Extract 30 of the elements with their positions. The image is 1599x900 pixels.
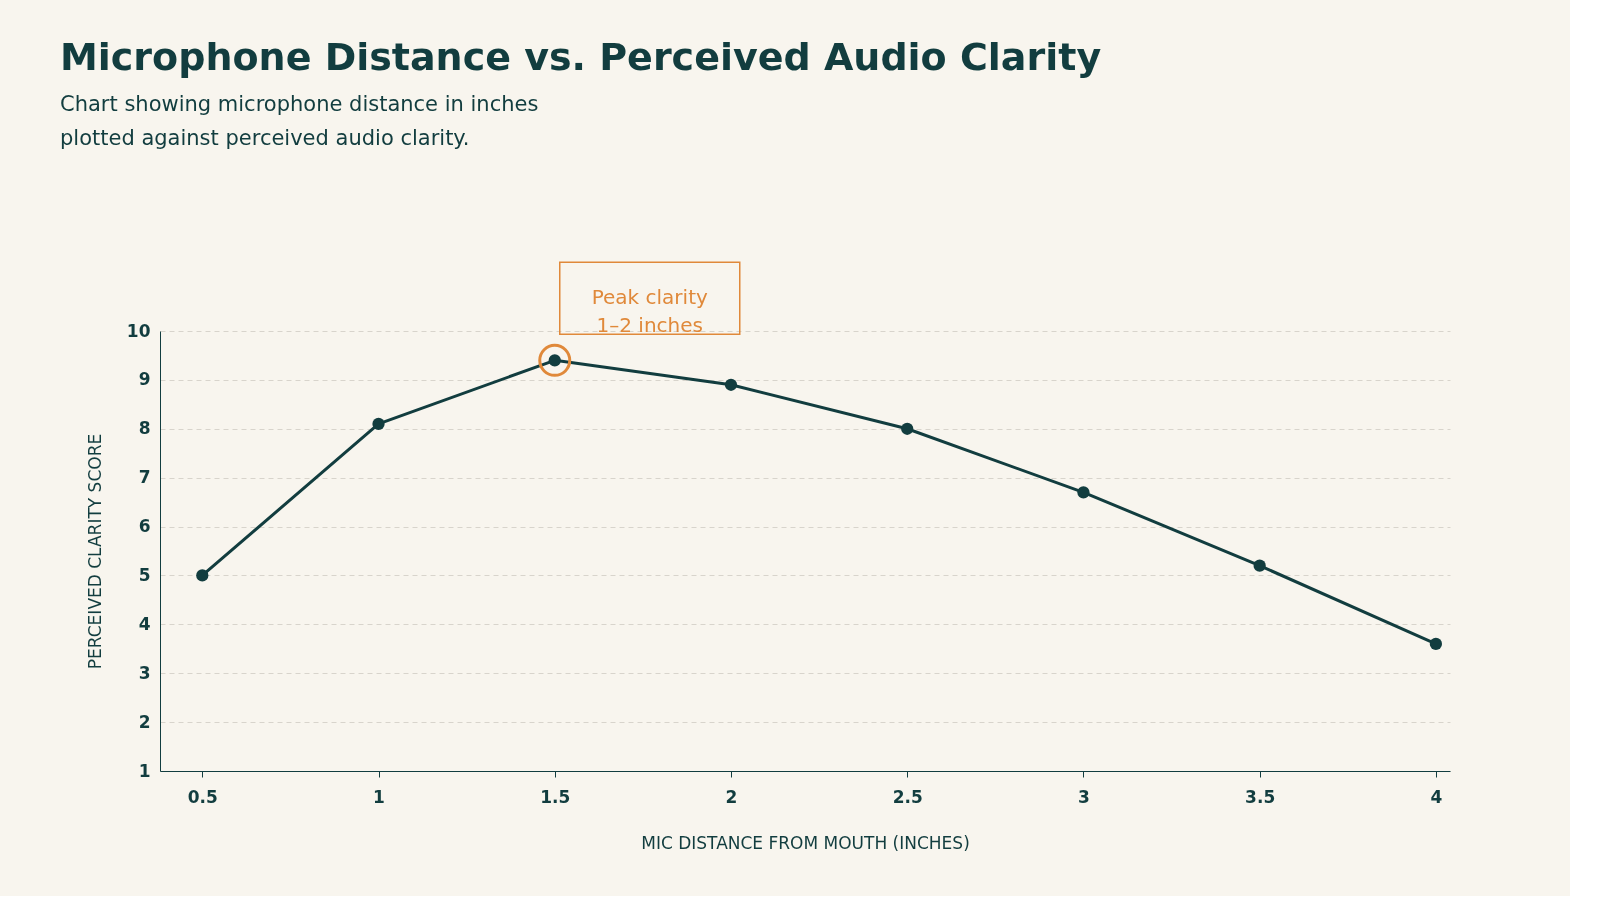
y-tick-label: 7 — [138, 467, 151, 488]
point — [372, 417, 385, 430]
y-axis-title: PERCEIVED CLARITY SCORE — [84, 433, 105, 670]
x-tick-label: 4 — [1430, 786, 1443, 807]
annotation: Peak clarity 1–2 inches — [591, 285, 708, 338]
x-tick-label: 3.5 — [1245, 786, 1276, 807]
y-tick-label: 10 — [126, 320, 151, 341]
x-tick-label: 1.5 — [540, 786, 571, 807]
y-tick-label: 8 — [138, 418, 151, 439]
point — [1253, 559, 1266, 572]
y-tick-label: 5 — [138, 564, 151, 585]
chart-title: Microphone Distance vs. Perceived Audio Clarity — [60, 35, 1102, 80]
x-tick-label: 2.5 — [892, 786, 923, 807]
y-tick-label: 6 — [138, 516, 151, 537]
y-tick-label: 4 — [138, 613, 151, 634]
x-axis-title: MIC DISTANCE FROM MOUTH (INCHES) — [641, 832, 970, 853]
point — [1429, 637, 1443, 650]
y-tick-label: 3 — [138, 662, 151, 683]
y-tick-label: 2 — [138, 711, 151, 732]
x-tick-label: 3 — [1078, 786, 1090, 807]
x-tick-label: 2 — [725, 786, 738, 807]
x-tick-label: 0.5 — [187, 786, 218, 807]
y-tick-label: 1 — [138, 760, 151, 781]
point — [724, 378, 738, 391]
point — [196, 569, 209, 582]
point — [901, 422, 914, 435]
chart-subtitle: Chart showing microphone distance in inches plotted against perceived audio clarity. — [60, 92, 539, 151]
x-tick-label: 1 — [373, 786, 385, 807]
y-tick-label: 9 — [138, 369, 151, 390]
point — [1077, 486, 1090, 499]
